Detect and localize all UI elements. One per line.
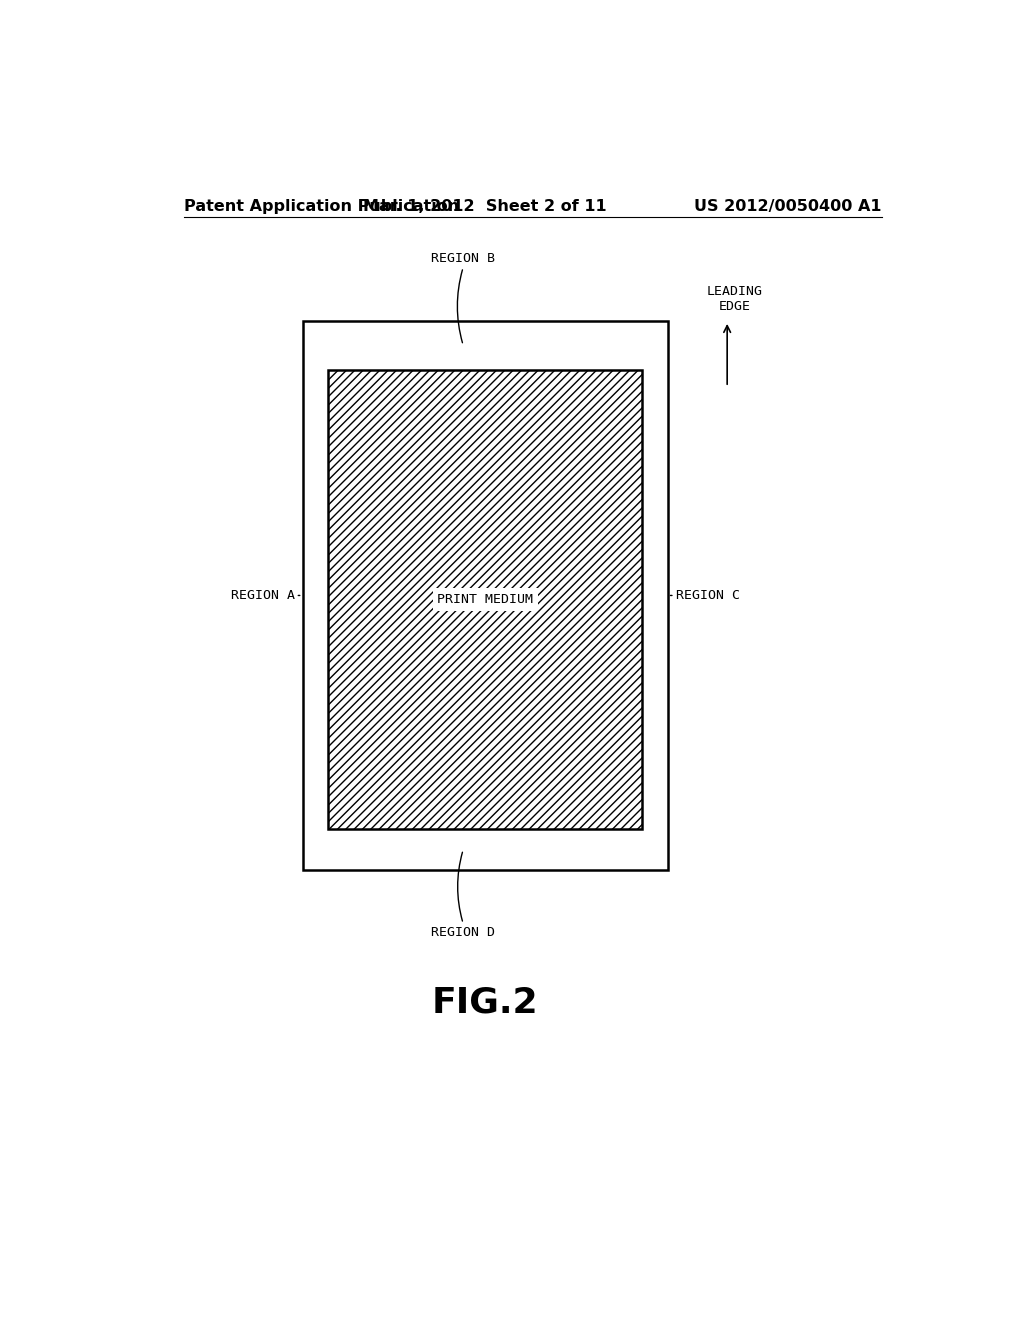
Text: Mar. 1, 2012  Sheet 2 of 11: Mar. 1, 2012 Sheet 2 of 11 — [364, 199, 607, 214]
Bar — [303, 321, 668, 870]
Text: FIG.2: FIG.2 — [432, 985, 539, 1019]
Text: REGION D: REGION D — [431, 925, 496, 939]
Bar — [328, 370, 642, 829]
Text: REGION A: REGION A — [230, 589, 295, 602]
Text: REGION B: REGION B — [431, 252, 496, 265]
Text: REGION C: REGION C — [676, 589, 739, 602]
Text: PRINT MEDIUM: PRINT MEDIUM — [437, 593, 534, 606]
Text: US 2012/0050400 A1: US 2012/0050400 A1 — [694, 199, 882, 214]
Text: LEADING
EDGE: LEADING EDGE — [708, 285, 763, 313]
Text: Patent Application Publication: Patent Application Publication — [183, 199, 459, 214]
